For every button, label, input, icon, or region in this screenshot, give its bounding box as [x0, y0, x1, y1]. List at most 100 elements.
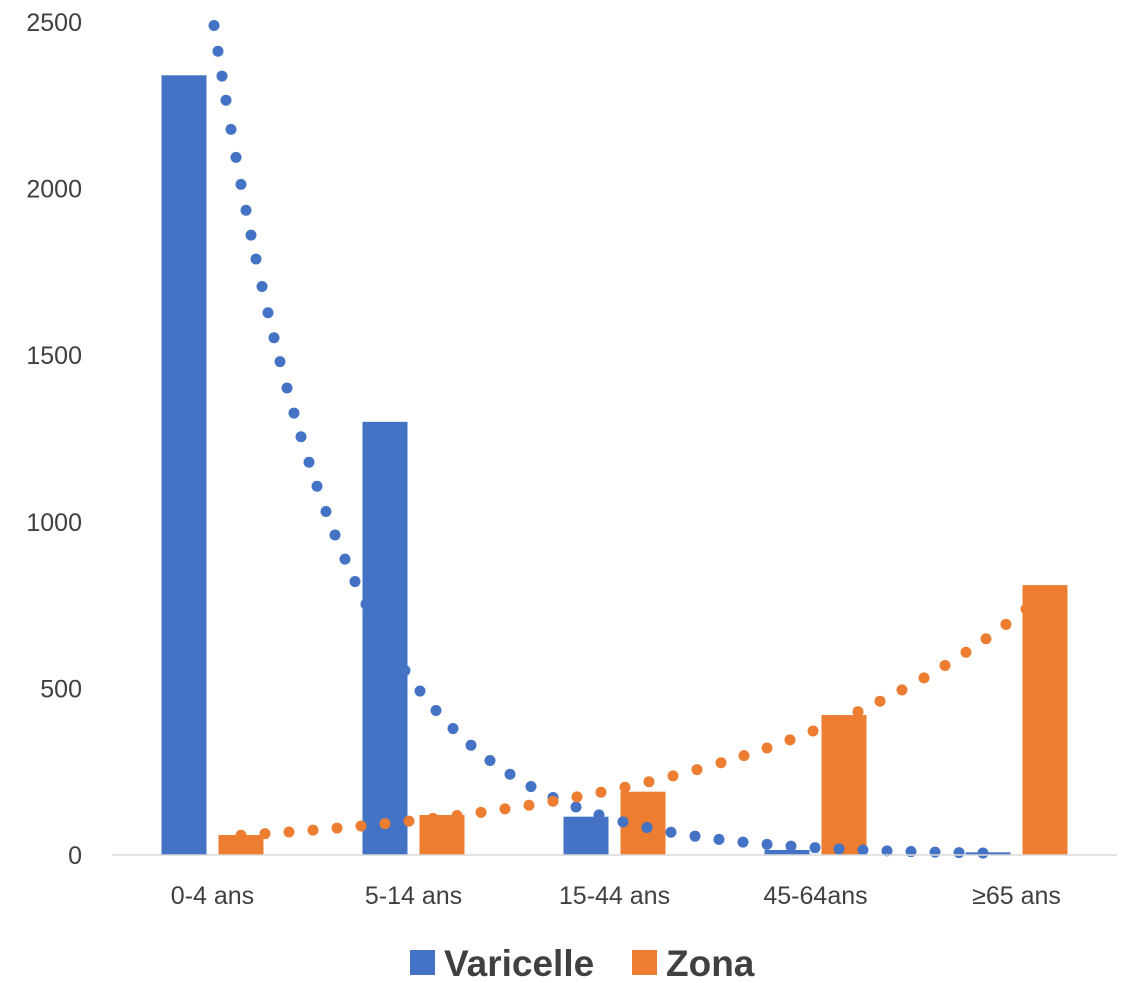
trend-dot [852, 706, 864, 718]
trend-dot [980, 633, 992, 645]
legend-label-varicelle: Varicelle [444, 943, 594, 983]
trend-dot [235, 829, 247, 841]
trend-dot [1020, 603, 1032, 615]
trend-dot [918, 672, 930, 684]
trend-dot [761, 838, 773, 850]
bar-varicelle-3 [764, 850, 810, 855]
trend-dot [451, 809, 463, 821]
legend-swatch-varicelle [410, 950, 435, 975]
y-tick-label: 500 [40, 675, 82, 703]
trend-dot [355, 820, 367, 832]
trend-dot [691, 764, 703, 776]
trend-dot [939, 659, 951, 671]
trend-dot [874, 695, 886, 707]
trend-dot [667, 770, 679, 782]
trend-dot [960, 646, 972, 658]
trend-dot [857, 844, 869, 856]
trend-dot [220, 94, 232, 106]
trend-dot [240, 204, 252, 216]
trend-dot [1000, 618, 1012, 630]
bar-zona-0 [218, 835, 264, 855]
trend-dot [499, 803, 511, 815]
trend-dot [785, 840, 797, 852]
trend-dot [929, 846, 941, 858]
trend-dot [977, 847, 989, 859]
trend-dot [643, 776, 655, 788]
trend-dot [427, 812, 439, 824]
trend-dot [399, 665, 411, 677]
trend-dot [372, 621, 384, 633]
trend-dot [288, 407, 300, 419]
trendline-zona [235, 588, 1051, 841]
trend-dot [329, 529, 341, 541]
trend-dot [881, 845, 893, 857]
x-tick-label: 5-14 ans [365, 882, 462, 910]
legend-swatch-zona [632, 950, 657, 975]
trend-dot [737, 836, 749, 848]
y-tick-label: 1500 [26, 342, 82, 370]
trend-dot [571, 791, 583, 803]
trend-dot [504, 768, 516, 780]
trend-dot [259, 828, 271, 840]
trend-dot [715, 757, 727, 769]
y-axis-ticks: 0 500 1000 1500 2000 2500 [26, 9, 82, 870]
trend-dot [379, 818, 391, 830]
trend-dot [547, 795, 559, 807]
trendlines [208, 20, 1051, 859]
trend-dot [283, 826, 295, 838]
trend-dot [689, 830, 701, 842]
trend-dot [349, 576, 361, 588]
trend-dot [641, 822, 653, 834]
trend-dot [385, 643, 397, 655]
trend-dot [830, 715, 842, 727]
trend-dot [360, 598, 372, 610]
trend-dot [523, 799, 535, 811]
bar-zona-1 [419, 815, 465, 855]
trend-dot [262, 307, 274, 319]
trendline-varicelle [208, 20, 989, 859]
trend-dot [595, 786, 607, 798]
trend-dot [256, 280, 268, 292]
trend-dot [665, 826, 677, 838]
x-tick-label: ≥65 ans [972, 882, 1061, 910]
trend-dot [295, 431, 307, 443]
trend-dot [320, 505, 332, 517]
trend-dot [311, 480, 323, 492]
trend-dot [235, 178, 247, 190]
trend-dot [303, 456, 315, 468]
trend-dot [216, 70, 228, 82]
trend-dot [465, 739, 477, 751]
bar-varicelle-0 [161, 75, 207, 855]
trend-dot [250, 253, 262, 265]
trend-dot [570, 801, 582, 813]
bar-varicelle-1 [362, 421, 408, 855]
bar-varicelle-2 [563, 816, 609, 855]
y-tick-label: 0 [68, 842, 82, 870]
trend-dot [807, 725, 819, 737]
bar-zona-4 [1022, 585, 1068, 855]
trend-dot [212, 45, 224, 57]
x-axis-ticks: 0-4 ans 5-14 ans 15-44 ans 45-64ans ≥65 ans [171, 882, 1061, 910]
trend-dot [430, 704, 442, 716]
trend-dot [339, 553, 351, 565]
trend-dot [447, 723, 459, 735]
trend-dot [761, 742, 773, 754]
legend: Varicelle Zona [410, 943, 755, 983]
legend-label-zona: Zona [666, 943, 755, 983]
trend-dot [1039, 588, 1051, 600]
bars [161, 75, 1068, 855]
trend-dot [809, 842, 821, 854]
trend-dot [953, 847, 965, 859]
trend-dot [208, 20, 220, 32]
bar-zona-3 [821, 715, 867, 855]
trend-dot [484, 754, 496, 766]
trend-dot [475, 806, 487, 818]
y-tick-label: 1000 [26, 509, 82, 537]
trend-dot [833, 843, 845, 855]
trend-dot [281, 382, 293, 394]
trend-dot [307, 824, 319, 836]
trend-dot [245, 229, 257, 241]
x-tick-label: 0-4 ans [171, 882, 254, 910]
trend-dot [403, 815, 415, 827]
